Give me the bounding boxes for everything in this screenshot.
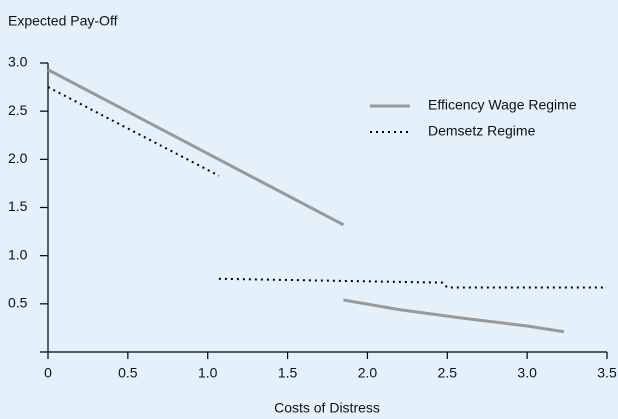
x-tick-label: 0 [44, 365, 52, 381]
legend-label: Efficency Wage Regime [428, 97, 577, 113]
x-axis-title: Costs of Distress [274, 400, 380, 416]
y-tick-label: 3.0 [8, 54, 28, 70]
x-tick-label: 2.0 [358, 365, 378, 381]
x-tick-label: 3.5 [597, 365, 617, 381]
y-axis-title: Expected Pay-Off [8, 13, 118, 29]
legend-label: Demsetz Regime [428, 123, 536, 139]
y-tick-label: 0.5 [8, 295, 28, 311]
y-tick-label: 1.5 [8, 198, 28, 214]
y-tick-label: 2.5 [8, 102, 28, 118]
x-tick-label: 3.0 [517, 365, 537, 381]
y-tick-label: 2.0 [8, 150, 28, 166]
x-tick-label: 0.5 [118, 365, 138, 381]
x-tick-label: 1.5 [278, 365, 298, 381]
series-line [47, 68, 565, 334]
x-tick-label: 1.0 [198, 365, 218, 381]
series-line [47, 86, 607, 289]
y-tick-label: 1.0 [8, 246, 28, 262]
x-tick-label: 2.5 [438, 365, 458, 381]
